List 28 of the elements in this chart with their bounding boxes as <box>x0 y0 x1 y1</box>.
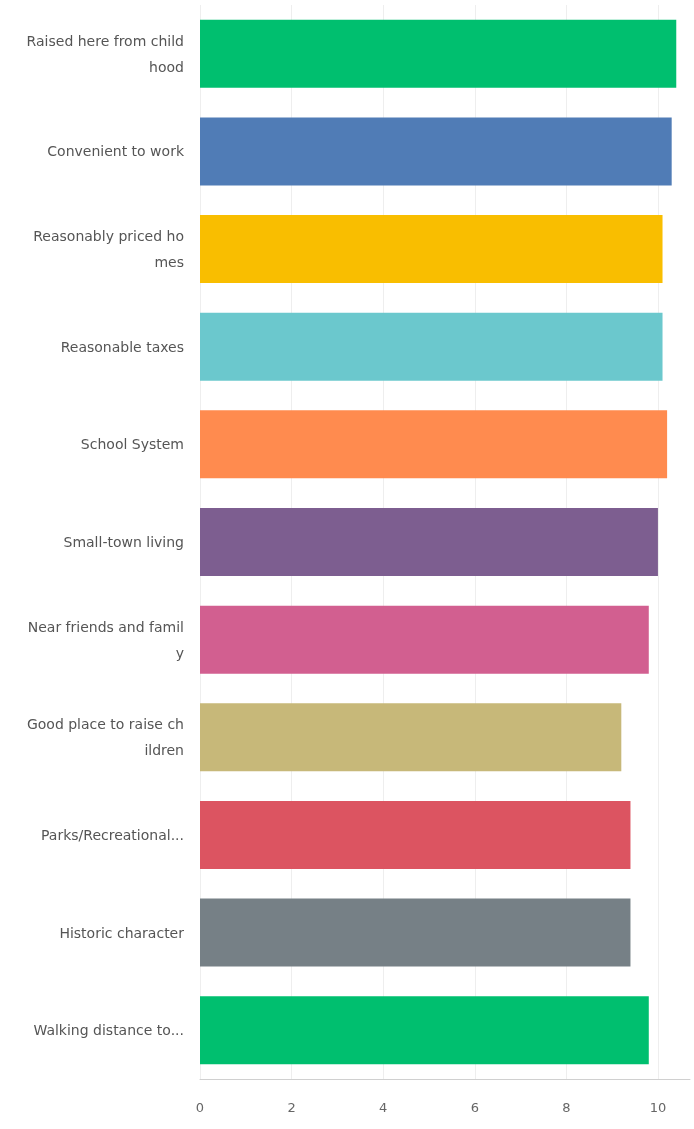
y-tick-label: Historic character <box>59 924 185 941</box>
y-tick-label: Reasonably priced homes <box>33 228 184 271</box>
bar <box>200 117 672 186</box>
bar <box>200 410 668 479</box>
x-tick-label: 0 <box>195 1100 205 1115</box>
y-tick-label: Convenient to work <box>47 143 185 160</box>
bar <box>200 996 649 1065</box>
x-tick-label: 4 <box>379 1100 388 1115</box>
x-tick-label: 6 <box>470 1100 479 1115</box>
x-tick-label: 8 <box>562 1100 571 1115</box>
bar <box>200 898 631 967</box>
y-tick-label: Raised here from childhood <box>26 32 184 75</box>
y-tick-label: School System <box>80 436 184 453</box>
y-tick-label: Near friends and family <box>27 618 184 661</box>
bar <box>200 215 663 284</box>
x-tick-label: 2 <box>287 1100 296 1115</box>
y-tick-label: Parks/Recreational... <box>41 826 184 843</box>
y-tick-label: Walking distance to... <box>33 1022 184 1039</box>
bar <box>200 508 658 576</box>
bar <box>200 800 631 869</box>
bar <box>200 312 663 381</box>
y-tick-label: Good place to raise children <box>26 716 184 759</box>
bar <box>200 19 677 88</box>
bar <box>200 703 622 772</box>
y-tick-label: Reasonable taxes <box>60 338 184 355</box>
y-tick-label: Small-town living <box>63 534 184 550</box>
bar <box>200 605 649 674</box>
x-tick-label: 10 <box>649 1100 667 1115</box>
